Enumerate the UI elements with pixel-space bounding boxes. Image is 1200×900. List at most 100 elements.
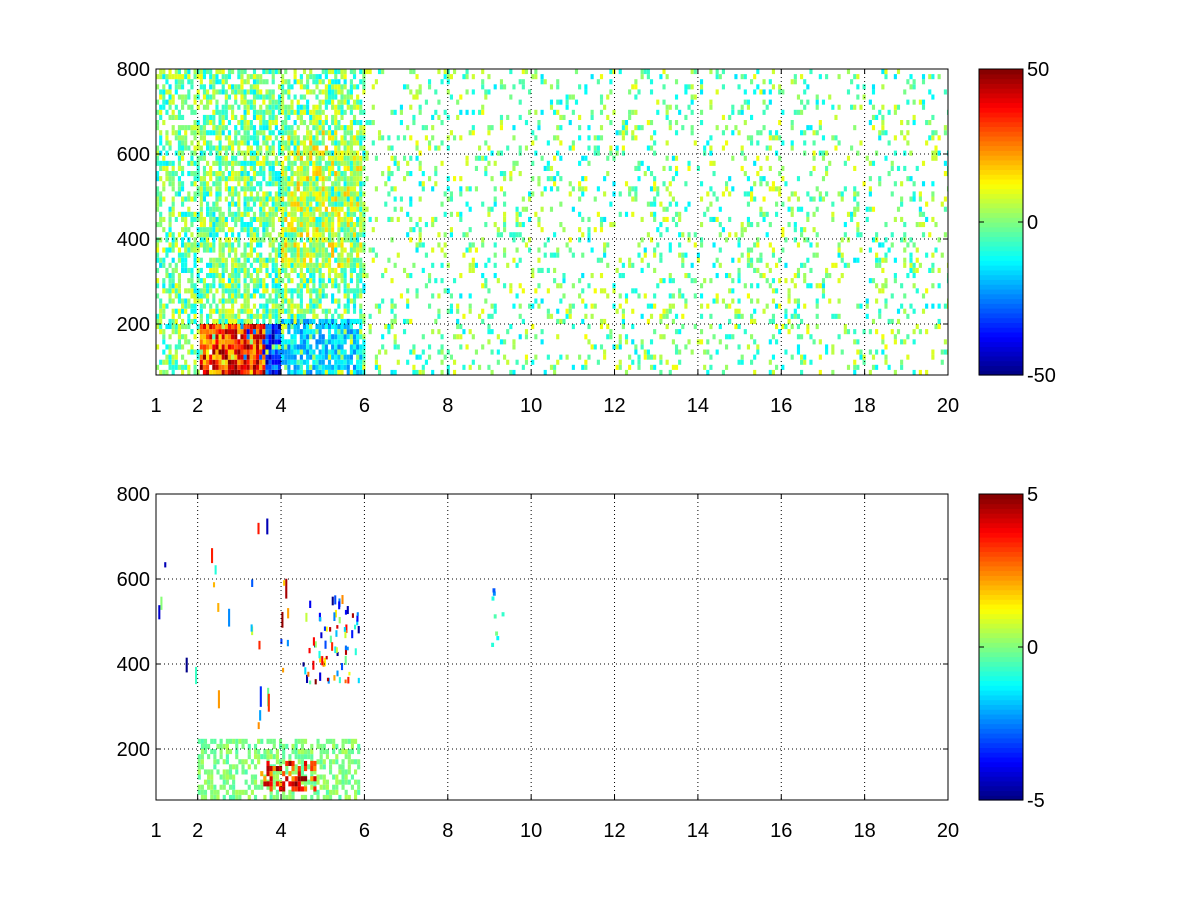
heatmap-cell xyxy=(349,334,353,340)
heatmap-cell xyxy=(609,150,613,156)
heatmap-cell xyxy=(778,120,782,126)
heatmap-cell xyxy=(199,313,203,319)
heatmap-cell xyxy=(252,288,257,294)
heatmap-cell xyxy=(299,369,303,375)
heatmap-cell xyxy=(224,145,228,151)
heatmap-cell xyxy=(293,252,297,258)
heatmap-cell xyxy=(349,257,353,263)
heatmap-cell xyxy=(493,308,497,314)
heatmap-cell xyxy=(331,247,335,253)
heatmap-cell xyxy=(440,140,444,146)
heatmap-cell xyxy=(277,369,282,375)
heatmap-cell xyxy=(309,247,313,253)
heatmap-cell xyxy=(237,308,241,314)
heatmap-cell xyxy=(503,222,507,228)
heatmap-cell xyxy=(259,211,263,217)
heatmap-cell xyxy=(753,267,757,273)
heatmap-cell xyxy=(349,237,353,243)
heatmap-cell xyxy=(293,329,297,335)
heatmap-cell xyxy=(437,99,441,105)
heatmap-cell xyxy=(327,349,332,355)
heatmap-cell xyxy=(512,303,516,309)
heatmap-cell xyxy=(265,135,269,141)
heatmap-cell xyxy=(321,252,325,258)
heatmap-cell xyxy=(177,283,182,289)
heatmap-cell xyxy=(903,165,907,171)
heatmap-cell xyxy=(890,242,894,248)
heatmap-cell xyxy=(243,364,247,370)
heatmap-cell xyxy=(231,344,235,350)
heatmap-cell xyxy=(343,267,347,273)
heatmap-cell xyxy=(234,267,238,273)
heatmap-cell xyxy=(356,176,360,182)
heatmap-cell xyxy=(487,324,491,330)
heatmap-cell xyxy=(268,334,272,340)
heatmap-cell xyxy=(306,329,310,335)
heatmap-cell xyxy=(268,125,272,131)
heatmap-cell xyxy=(359,308,363,314)
heatmap-cell xyxy=(156,318,160,324)
heatmap-cell xyxy=(324,165,328,171)
heatmap-cell xyxy=(518,283,522,289)
heatmap-cell xyxy=(906,176,910,182)
heatmap-cell xyxy=(359,329,363,335)
heatmap-cell xyxy=(465,155,469,161)
heatmap-cell xyxy=(212,262,216,268)
heatmap-cell xyxy=(800,318,804,324)
heatmap-cell xyxy=(162,262,166,268)
heatmap-cell xyxy=(528,237,532,243)
heatmap-cell xyxy=(434,145,438,151)
heatmap-cell xyxy=(815,252,819,258)
heatmap-cell xyxy=(262,369,266,375)
heatmap-cell xyxy=(674,104,679,110)
heatmap-cell xyxy=(812,165,816,171)
heatmap-cell xyxy=(912,99,916,105)
heatmap-cell xyxy=(315,288,319,294)
heatmap-cell xyxy=(346,318,350,324)
heatmap-cell xyxy=(259,94,263,100)
heatmap-cell xyxy=(181,211,185,217)
heatmap-cell xyxy=(299,216,303,222)
heatmap-cell xyxy=(277,359,282,365)
heatmap-cell xyxy=(765,181,769,187)
heatmap-cell xyxy=(356,135,360,141)
heatmap-cell xyxy=(162,196,166,202)
heatmap-cell xyxy=(243,181,247,187)
heatmap-cell xyxy=(481,155,485,161)
heatmap-cell xyxy=(559,114,563,120)
heatmap-cell xyxy=(302,359,307,365)
heatmap-cell xyxy=(237,216,241,222)
heatmap-cell xyxy=(162,329,166,335)
heatmap-cell xyxy=(615,145,619,151)
heatmap-cell xyxy=(202,125,207,131)
heatmap-cell xyxy=(306,334,310,340)
heatmap-cell xyxy=(277,288,282,294)
heatmap-cell xyxy=(284,308,288,314)
heatmap-cell xyxy=(306,74,310,80)
heatmap-cell xyxy=(177,344,182,350)
heatmap-cell xyxy=(221,308,225,314)
heatmap-cell xyxy=(412,364,416,370)
heatmap-cell xyxy=(712,334,716,340)
heatmap-cell xyxy=(284,273,288,279)
heatmap-cell xyxy=(162,74,166,80)
heatmap-cell xyxy=(515,247,519,253)
heatmap-cell xyxy=(309,354,313,360)
heatmap-cell xyxy=(337,186,341,192)
heatmap-cell xyxy=(274,339,278,345)
heatmap-cell xyxy=(931,354,935,360)
heatmap-cell xyxy=(349,150,353,156)
heatmap-cell xyxy=(509,369,513,375)
heatmap-cell xyxy=(249,318,253,324)
heatmap-cell xyxy=(212,227,216,233)
heatmap-cell xyxy=(653,247,657,253)
heatmap-cell xyxy=(256,171,260,177)
heatmap-cell xyxy=(362,354,366,360)
heatmap-cell xyxy=(271,104,275,110)
heatmap-cell xyxy=(740,104,744,110)
heatmap-cell xyxy=(912,114,916,120)
heatmap-cell xyxy=(321,369,325,375)
heatmap-cell xyxy=(262,349,266,355)
heatmap-cell xyxy=(531,303,535,309)
heatmap-cell xyxy=(771,369,776,375)
